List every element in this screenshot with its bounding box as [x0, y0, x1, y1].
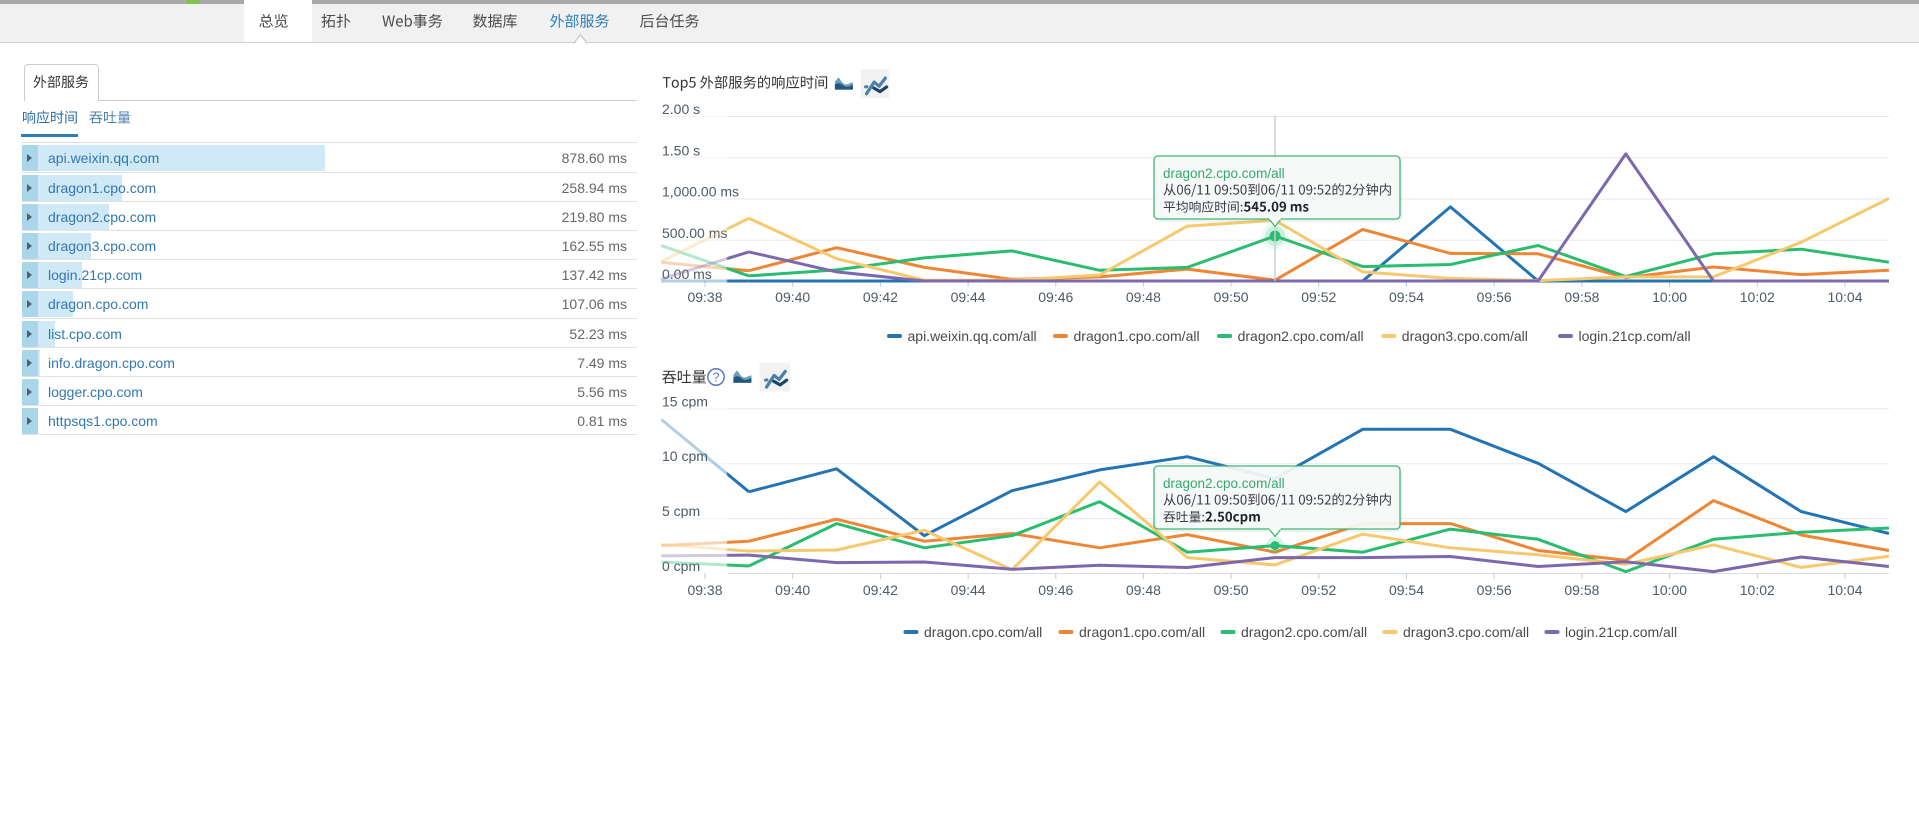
- svg-text:15 cpm: 15 cpm: [662, 393, 708, 409]
- svg-text:09:58: 09:58: [1564, 582, 1599, 598]
- svg-text:dragon2.cpo.com/all: dragon2.cpo.com/all: [1163, 166, 1285, 181]
- svg-text:dragon.cpo.com/all: dragon.cpo.com/all: [924, 624, 1042, 640]
- svg-text:login.21cp.com/all: login.21cp.com/all: [1565, 624, 1677, 640]
- svg-text:09:52: 09:52: [1301, 582, 1336, 598]
- svg-text:2.00 s: 2.00 s: [662, 101, 700, 117]
- svg-text:09:40: 09:40: [775, 289, 810, 305]
- svg-text:1.50 s: 1.50 s: [662, 142, 700, 158]
- svg-text:0 cpm: 0 cpm: [662, 558, 700, 574]
- svg-text:09:42: 09:42: [863, 289, 898, 305]
- svg-text:dragon3.cpo.com/all: dragon3.cpo.com/all: [1403, 624, 1529, 640]
- svg-text:09:46: 09:46: [1038, 289, 1073, 305]
- svg-text:09:42: 09:42: [863, 582, 898, 598]
- svg-text:0.00 ms: 0.00 ms: [662, 266, 712, 282]
- svg-text:10:02: 10:02: [1740, 582, 1775, 598]
- svg-text:09:48: 09:48: [1126, 582, 1161, 598]
- svg-text:dragon2.cpo.com/all: dragon2.cpo.com/all: [1241, 624, 1367, 640]
- svg-text:10 cpm: 10 cpm: [662, 448, 708, 464]
- svg-text:09:38: 09:38: [687, 582, 722, 598]
- svg-text:dragon1.cpo.com/all: dragon1.cpo.com/all: [1074, 328, 1200, 344]
- svg-text:dragon3.cpo.com/all: dragon3.cpo.com/all: [1402, 328, 1528, 344]
- svg-text:09:54: 09:54: [1389, 582, 1424, 598]
- svg-text:09:38: 09:38: [687, 289, 722, 305]
- svg-text:api.weixin.qq.com/all: api.weixin.qq.com/all: [908, 328, 1037, 344]
- svg-text:09:54: 09:54: [1389, 289, 1424, 305]
- svg-text:10:02: 10:02: [1740, 289, 1775, 305]
- svg-text:?: ?: [713, 371, 720, 385]
- svg-text:dragon2.cpo.com/all: dragon2.cpo.com/all: [1163, 476, 1285, 491]
- svg-text:09:44: 09:44: [951, 289, 986, 305]
- svg-text:09:50: 09:50: [1214, 289, 1249, 305]
- svg-text:09:44: 09:44: [951, 582, 986, 598]
- svg-text:09:50: 09:50: [1214, 582, 1249, 598]
- svg-text:login.21cp.com/all: login.21cp.com/all: [1579, 328, 1691, 344]
- svg-text:10:04: 10:04: [1827, 289, 1862, 305]
- svg-text:dragon2.cpo.com/all: dragon2.cpo.com/all: [1238, 328, 1364, 344]
- svg-text:09:46: 09:46: [1038, 582, 1073, 598]
- svg-text:10:00: 10:00: [1652, 582, 1687, 598]
- svg-text:09:52: 09:52: [1301, 289, 1336, 305]
- svg-text:09:58: 09:58: [1564, 289, 1599, 305]
- svg-text:1,000.00 ms: 1,000.00 ms: [662, 184, 739, 200]
- svg-text:09:56: 09:56: [1477, 582, 1512, 598]
- svg-text:09:56: 09:56: [1477, 289, 1512, 305]
- svg-text:10:00: 10:00: [1652, 289, 1687, 305]
- svg-text:09:48: 09:48: [1126, 289, 1161, 305]
- svg-text:dragon1.cpo.com/all: dragon1.cpo.com/all: [1079, 624, 1205, 640]
- svg-text:5 cpm: 5 cpm: [662, 503, 700, 519]
- svg-text:10:04: 10:04: [1827, 582, 1862, 598]
- svg-text:09:40: 09:40: [775, 582, 810, 598]
